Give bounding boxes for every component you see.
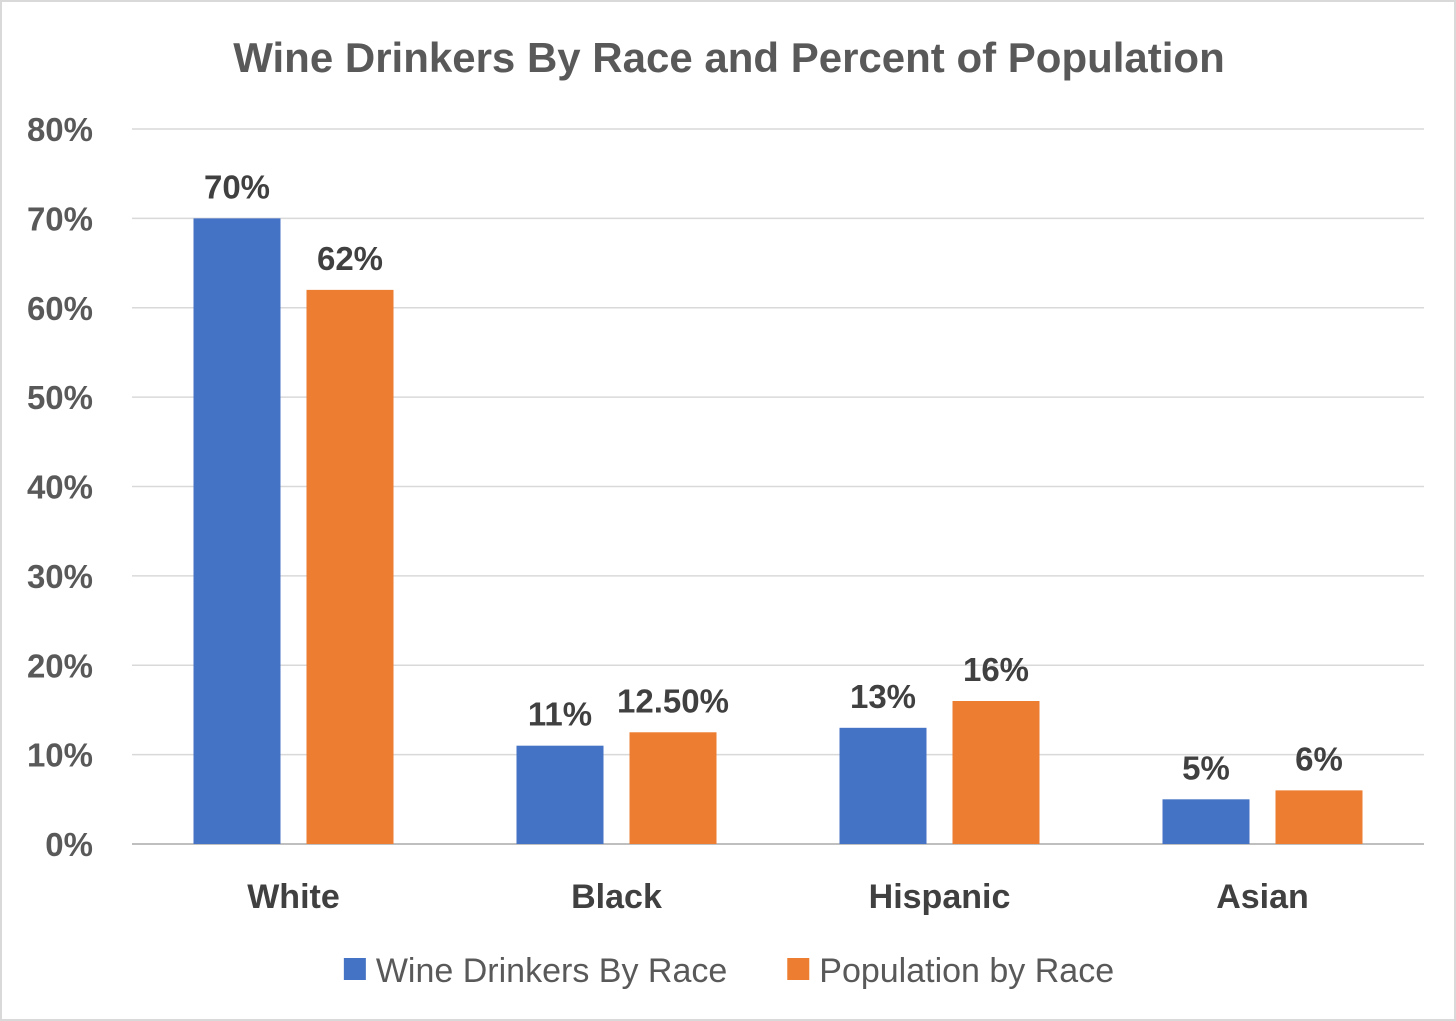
legend-item-2: Population by Race <box>787 952 1114 990</box>
data-label: 62% <box>317 240 383 277</box>
y-tick-label: 70% <box>27 200 93 237</box>
data-label: 5% <box>1182 749 1230 786</box>
bar-black-series-1 <box>516 745 604 844</box>
data-labels: 70% 62% 11% 12.50% 13% 16% 5% 6% <box>204 168 1343 786</box>
bars <box>193 218 1363 844</box>
legend-swatch <box>787 958 810 980</box>
x-axis-ticks: White Black Hispanic Asian <box>247 878 1309 916</box>
data-label: 12.50% <box>617 682 729 719</box>
y-axis-ticks: 0% 10% 20% 30% 40% 50% 60% 70% 80% <box>27 111 93 863</box>
y-tick-label: 40% <box>27 469 93 506</box>
y-tick-label: 50% <box>27 379 93 416</box>
legend-item-1: Wine Drinkers By Race <box>343 952 727 990</box>
data-label: 16% <box>963 651 1029 688</box>
legend-label: Wine Drinkers By Race <box>376 952 727 990</box>
data-label: 13% <box>850 678 916 715</box>
y-tick-label: 30% <box>27 558 93 595</box>
y-tick-label: 20% <box>27 647 93 684</box>
data-label: 6% <box>1295 740 1343 777</box>
chart-title: Wine Drinkers By Race and Percent of Pop… <box>233 34 1225 81</box>
x-tick-label: Hispanic <box>869 878 1011 916</box>
y-tick-label: 10% <box>27 737 93 774</box>
bar-white-series-2 <box>306 289 394 844</box>
y-tick-label: 80% <box>27 111 93 148</box>
bar-white-series-1 <box>193 218 281 844</box>
legend-label: Population by Race <box>819 952 1114 990</box>
bar-hispanic-series-1 <box>839 727 927 844</box>
bar-asian-series-2 <box>1275 790 1363 844</box>
x-tick-label: Black <box>571 878 662 916</box>
data-label: 70% <box>204 168 270 205</box>
bar-hispanic-series-2 <box>952 701 1040 844</box>
bar-asian-series-1 <box>1162 799 1250 844</box>
data-label: 11% <box>528 696 592 733</box>
legend-swatch <box>343 958 366 980</box>
y-tick-label: 0% <box>45 826 93 863</box>
x-tick-label: White <box>247 878 340 916</box>
bar-black-series-2 <box>629 732 717 844</box>
x-tick-label: Asian <box>1216 878 1309 916</box>
legend: Wine Drinkers By Race Population by Race <box>343 952 1114 990</box>
y-tick-label: 60% <box>27 290 93 327</box>
